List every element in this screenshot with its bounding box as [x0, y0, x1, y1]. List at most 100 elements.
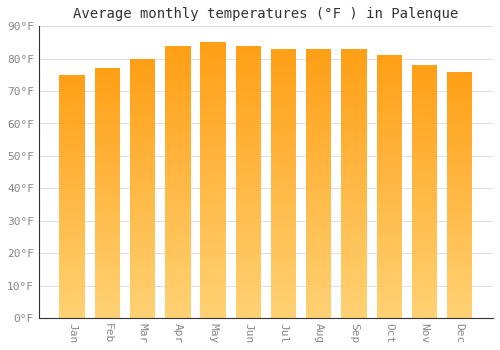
Bar: [165, 195, 190, 200]
Bar: [447, 252, 472, 256]
Bar: [271, 246, 296, 251]
Bar: [130, 214, 156, 218]
Bar: [94, 297, 120, 301]
Bar: [447, 92, 472, 96]
Bar: [165, 236, 190, 241]
Bar: [306, 314, 332, 318]
Bar: [165, 300, 190, 304]
Bar: [60, 176, 85, 180]
Bar: [412, 65, 437, 69]
Bar: [306, 264, 332, 269]
Bar: [447, 100, 472, 105]
Bar: [271, 94, 296, 98]
Bar: [130, 184, 156, 188]
Bar: [447, 187, 472, 191]
Bar: [94, 152, 120, 156]
Bar: [271, 121, 296, 125]
Bar: [94, 239, 120, 243]
Bar: [236, 96, 261, 100]
Bar: [60, 168, 85, 172]
Bar: [236, 204, 261, 209]
Bar: [236, 214, 261, 218]
Bar: [412, 230, 437, 234]
Bar: [412, 212, 437, 217]
Bar: [271, 116, 296, 121]
Bar: [447, 178, 472, 182]
Bar: [236, 277, 261, 282]
Bar: [94, 280, 120, 285]
Bar: [376, 300, 402, 305]
Bar: [412, 179, 437, 183]
Bar: [376, 99, 402, 104]
Bar: [94, 110, 120, 114]
Bar: [306, 62, 332, 67]
Bar: [447, 265, 472, 269]
Bar: [60, 87, 85, 91]
Bar: [200, 148, 226, 153]
Bar: [342, 219, 366, 224]
Bar: [412, 103, 437, 107]
Bar: [200, 263, 226, 267]
Bar: [236, 105, 261, 109]
Bar: [271, 264, 296, 269]
Bar: [447, 211, 472, 215]
Bar: [200, 84, 226, 89]
Bar: [236, 64, 261, 68]
Bar: [236, 241, 261, 245]
Bar: [60, 132, 85, 136]
Bar: [376, 292, 402, 296]
Bar: [342, 170, 366, 175]
Bar: [306, 152, 332, 156]
Bar: [376, 121, 402, 125]
Bar: [271, 175, 296, 179]
Bar: [236, 300, 261, 304]
Bar: [412, 183, 437, 187]
Bar: [94, 85, 120, 89]
Bar: [236, 309, 261, 313]
Bar: [165, 82, 190, 86]
Bar: [165, 254, 190, 259]
Bar: [447, 269, 472, 273]
Bar: [447, 88, 472, 92]
Bar: [60, 204, 85, 209]
Bar: [165, 146, 190, 150]
Bar: [376, 178, 402, 182]
Bar: [200, 125, 226, 130]
Bar: [342, 130, 366, 134]
Bar: [447, 191, 472, 195]
Bar: [342, 98, 366, 103]
Bar: [94, 206, 120, 210]
Bar: [447, 244, 472, 248]
Bar: [271, 134, 296, 139]
Bar: [60, 278, 85, 281]
Bar: [236, 50, 261, 55]
Bar: [342, 71, 366, 76]
Bar: [200, 290, 226, 295]
Bar: [236, 218, 261, 223]
Bar: [447, 166, 472, 170]
Bar: [271, 224, 296, 228]
Bar: [271, 242, 296, 246]
Bar: [236, 295, 261, 300]
Bar: [376, 182, 402, 187]
Bar: [342, 62, 366, 67]
Bar: [130, 162, 156, 167]
Bar: [165, 91, 190, 96]
Bar: [130, 158, 156, 162]
Bar: [60, 306, 85, 310]
Bar: [412, 196, 437, 200]
Bar: [165, 159, 190, 164]
Bar: [342, 67, 366, 71]
Bar: [94, 176, 120, 181]
Bar: [376, 296, 402, 300]
Bar: [271, 255, 296, 260]
Bar: [165, 245, 190, 250]
Bar: [306, 166, 332, 170]
Bar: [165, 227, 190, 232]
Bar: [94, 306, 120, 310]
Bar: [165, 96, 190, 100]
Bar: [376, 77, 402, 82]
Bar: [60, 188, 85, 193]
Bar: [165, 73, 190, 77]
Bar: [236, 136, 261, 141]
